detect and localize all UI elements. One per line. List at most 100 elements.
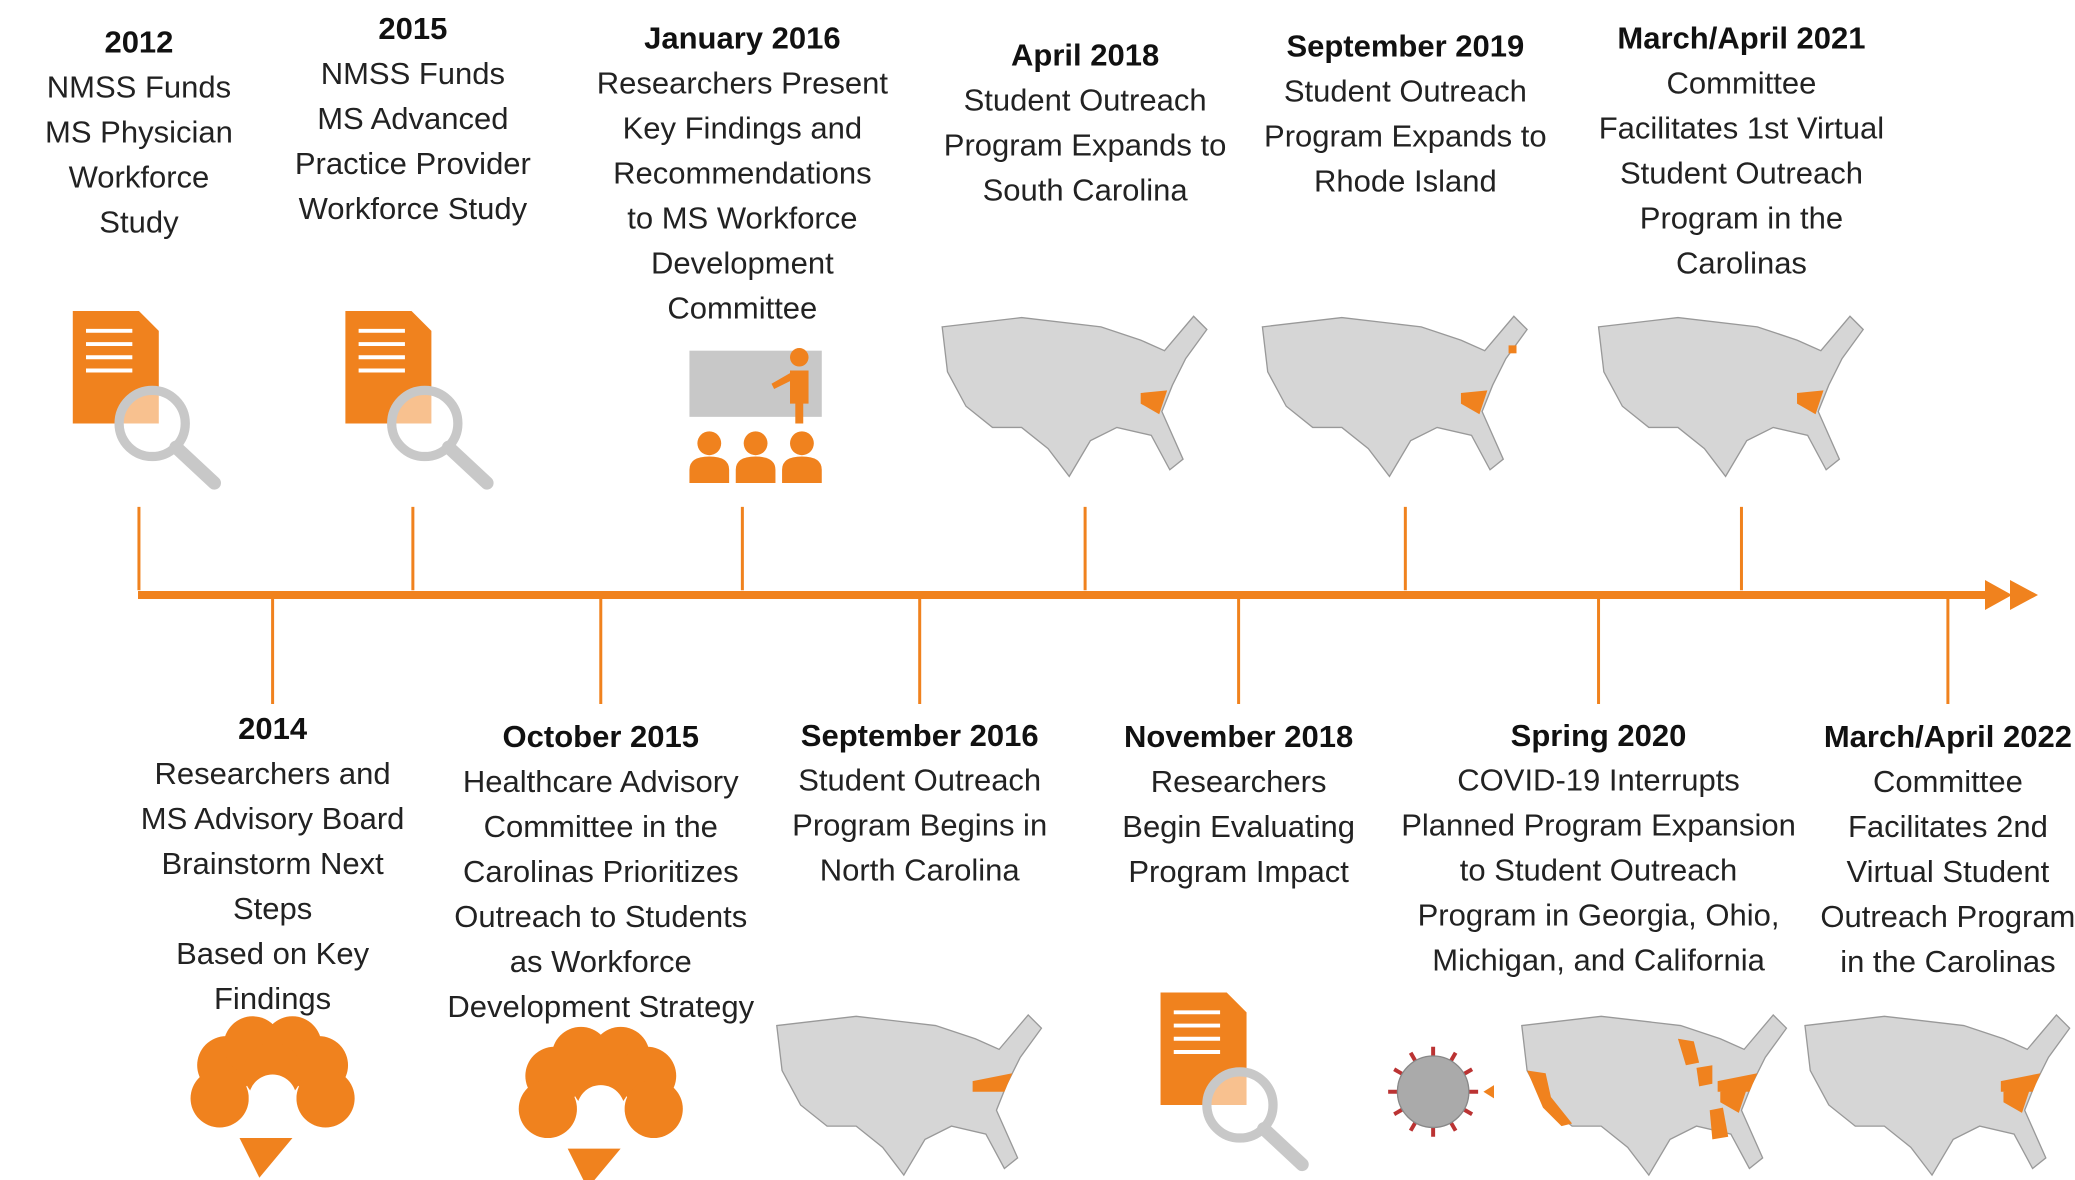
event-text: COVID-19 Interrupts: [1457, 763, 1740, 798]
us-map-icon: [1262, 316, 1527, 476]
event-text: as Workforce: [510, 944, 692, 979]
event-text: to MS Workforce: [627, 200, 857, 235]
event-text: Steps: [233, 891, 312, 926]
cloud: [625, 1080, 683, 1138]
event-text: Committee: [1667, 65, 1817, 100]
us-map-icon: [1522, 1015, 1787, 1175]
virus: [1397, 1056, 1468, 1127]
event-text: Outreach Program: [1820, 899, 2075, 934]
event-date: October 2015: [503, 719, 699, 754]
event-text: Committee: [1873, 764, 2023, 799]
event-text: Begin Evaluating: [1122, 809, 1355, 844]
page: 2012NMSS FundsMS PhysicianWorkforceStudy…: [0, 0, 2075, 1180]
event-date: 2014: [238, 711, 308, 746]
audience-body: [689, 457, 729, 483]
idea-icon: [191, 1016, 355, 1177]
event-text: Healthcare Advisory: [463, 764, 739, 799]
virus-icon: [1388, 1047, 1494, 1137]
presenter: [790, 348, 809, 367]
bolt: [240, 1138, 293, 1178]
event-text: Planned Program Expansion: [1401, 808, 1796, 843]
event-text: NMSS Funds: [47, 69, 231, 104]
audience-body: [736, 457, 776, 483]
us-map: [942, 316, 1207, 476]
document-icon: [73, 311, 215, 483]
event-text: Michigan, and California: [1432, 943, 1765, 978]
event-text: MS Advisory Board: [141, 801, 405, 836]
event-date: September 2016: [801, 718, 1039, 753]
presentation-icon: [689, 348, 821, 483]
us-map: [777, 1015, 1042, 1175]
event-text: MS Physician: [45, 114, 233, 149]
event-text: Outreach to Students: [454, 899, 747, 934]
event-date: April 2018: [1011, 38, 1159, 73]
bulb: [249, 1075, 297, 1123]
event-text: Student Outreach: [1620, 155, 1863, 190]
event-text: Virtual Student: [1846, 854, 2049, 889]
arrow-head: [2010, 580, 2038, 610]
us-map-icon: [1599, 316, 1864, 476]
event-date: September 2019: [1286, 28, 1524, 63]
us-map-icon: [1805, 1015, 2070, 1175]
us-map: [1599, 316, 1864, 476]
event-text: MS Advanced: [317, 101, 508, 136]
us-map: [1522, 1015, 1787, 1175]
magnifier-handle: [449, 447, 487, 483]
document-icon: [1161, 992, 1303, 1164]
arrow-head: [1985, 580, 2012, 610]
event-text: Rhode Island: [1314, 163, 1497, 198]
cloud: [519, 1080, 577, 1138]
event-text: Committee: [667, 290, 817, 325]
event-text: Student Outreach: [798, 763, 1041, 798]
event-text: Program in Georgia, Ohio,: [1418, 898, 1780, 933]
event-text: Workforce Study: [299, 191, 528, 226]
event-date: March/April 2021: [1617, 20, 1865, 55]
pointer: [1483, 1085, 1494, 1098]
event-text: Facilitates 2nd: [1848, 809, 2048, 844]
event-text: Key Findings and: [623, 110, 863, 145]
event-text: Student Outreach: [964, 83, 1207, 118]
event-date: March/April 2022: [1824, 719, 2072, 754]
bulb-base: [590, 1130, 611, 1149]
magnifier-handle: [176, 447, 214, 483]
event-text: Brainstorm Next: [161, 846, 384, 881]
event-text: Development: [651, 245, 834, 280]
document-icon: [345, 311, 487, 483]
event-text: Recommendations: [613, 155, 871, 190]
event-text: Findings: [214, 981, 331, 1016]
event-date: 2012: [104, 24, 173, 59]
event-text: NMSS Funds: [321, 56, 505, 91]
bulb-base: [262, 1120, 283, 1139]
event-text: in the Carolinas: [1840, 944, 2055, 979]
event-text: Program Impact: [1128, 854, 1349, 889]
us-map-icon: [942, 316, 1207, 476]
magnifier-handle: [1264, 1129, 1302, 1165]
cloud: [191, 1069, 249, 1127]
bulb: [577, 1085, 625, 1133]
cloud: [296, 1069, 354, 1127]
event-text: to Student Outreach: [1460, 853, 1737, 888]
bolt: [568, 1149, 621, 1180]
event-text: Development Strategy: [447, 989, 754, 1024]
event-text: Program in the: [1640, 200, 1843, 235]
event-text: Committee in the: [484, 809, 718, 844]
audience-head: [790, 431, 814, 455]
event-date: Spring 2020: [1511, 718, 1687, 753]
highlight-state: [1696, 1065, 1712, 1086]
audience-head: [697, 431, 721, 455]
event-text: Practice Provider: [295, 146, 531, 181]
event-text: Researchers: [1151, 764, 1327, 799]
event-text: Based on Key: [176, 936, 370, 971]
event-text: Program Begins in: [792, 808, 1047, 843]
highlight-state: [1509, 345, 1517, 353]
event-text: Program Expands to: [1264, 118, 1547, 153]
event-text: Researchers and: [155, 756, 391, 791]
event-text: Facilitates 1st Virtual: [1599, 110, 1884, 145]
event-text: Study: [99, 204, 179, 239]
event-text: Carolinas: [1676, 245, 1807, 280]
event-text: Student Outreach: [1284, 73, 1527, 108]
event-text: North Carolina: [820, 853, 1021, 888]
idea-icon: [519, 1027, 683, 1180]
event-date: 2015: [378, 11, 447, 46]
event-text: Program Expands to: [944, 128, 1227, 163]
